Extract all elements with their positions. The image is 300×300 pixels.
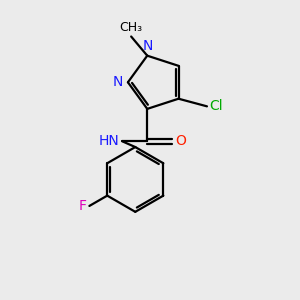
Text: N: N	[112, 75, 123, 89]
Text: N: N	[142, 39, 153, 53]
Text: Cl: Cl	[209, 99, 223, 113]
Text: HN: HN	[99, 134, 120, 148]
Text: F: F	[79, 199, 87, 213]
Text: CH₃: CH₃	[120, 21, 143, 34]
Text: O: O	[175, 134, 186, 148]
